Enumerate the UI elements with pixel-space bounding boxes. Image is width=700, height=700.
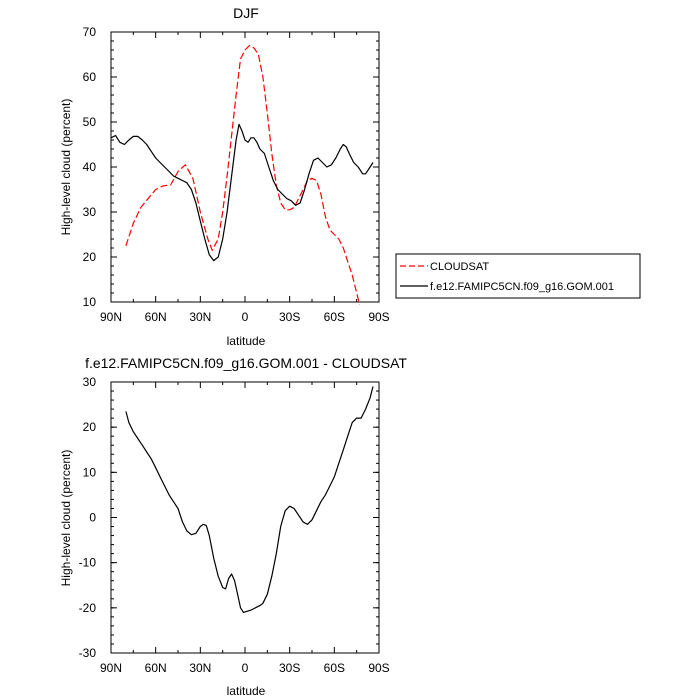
top-chart-title: DJF: [233, 5, 259, 21]
legend-box: [395, 253, 641, 299]
top-chart-xlabel: latitude: [227, 334, 266, 348]
top-y-tick-label: 50: [83, 115, 97, 129]
bottom-x-tick-label: 30N: [189, 661, 211, 675]
bottom-y-tick-label: 10: [83, 465, 97, 479]
top-x-tick-label: 90N: [100, 310, 122, 324]
bottom-chart-xlabel: latitude: [227, 684, 266, 698]
top-series-line-0: [125, 44, 361, 305]
bottom-series-line-0: [125, 386, 374, 614]
bottom-x-tick-label: 60S: [324, 661, 345, 675]
top-y-tick-label: 20: [83, 250, 97, 264]
bottom-y-tick-label: 20: [83, 420, 97, 434]
top-y-tick-label: 30: [83, 205, 97, 219]
top-y-tick-label: 70: [83, 25, 97, 39]
top-x-tick-label: 90S: [368, 310, 389, 324]
bottom-chart-ylabel: High-level cloud (percent): [59, 450, 73, 587]
bottom-x-tick-label: 0: [242, 661, 249, 675]
top-chart-series: [110, 44, 374, 305]
bottom-x-tick-label: 90S: [368, 661, 389, 675]
bottom-chart-title: f.e12.FAMIPC5CN.f09_g16.GOM.001 - CLOUDS…: [85, 355, 407, 371]
legend-label-cloudsat: CLOUDSAT: [430, 261, 489, 273]
top-chart-frame: [110, 31, 380, 303]
top-x-tick-label: 30S: [279, 310, 300, 324]
bottom-chart-ticks: 90N 60N 30N 0 30S 60S 90S -30 -20 -10 0 10 20 30: [79, 375, 390, 675]
top-chart-legend: CLOUDSAT f.e12.FAMIPC5CN.f09_g16.GOM.001: [395, 253, 641, 299]
bottom-x-tick-label: 90N: [100, 661, 122, 675]
top-y-tick-label: 60: [83, 70, 97, 84]
bottom-y-tick-label: -30: [79, 646, 97, 660]
legend-label-model: f.e12.FAMIPC5CN.f09_g16.GOM.001: [430, 281, 614, 293]
top-chart-ylabel: High-level cloud (percent): [59, 99, 73, 236]
top-y-tick-label: 40: [83, 160, 97, 174]
bottom-chart-series: [125, 386, 374, 614]
bottom-x-tick-label: 60N: [145, 661, 167, 675]
top-chart: DJF 90N 60N 30N 0 30S 60S 90S 10 20 30 40 50 60 70 la…: [59, 5, 641, 348]
top-x-tick-label: 30N: [189, 310, 211, 324]
bottom-y-tick-label: 0: [89, 511, 96, 525]
top-x-tick-label: 60S: [324, 310, 345, 324]
bottom-y-tick-label: -10: [79, 556, 97, 570]
top-x-tick-label: 60N: [145, 310, 167, 324]
bottom-x-tick-label: 30S: [279, 661, 300, 675]
top-y-tick-label: 10: [83, 295, 97, 309]
bottom-chart: f.e12.FAMIPC5CN.f09_g16.GOM.001 - CLOUDS…: [59, 355, 407, 698]
bottom-y-tick-label: -20: [79, 601, 97, 615]
top-chart-ticks: 90N 60N 30N 0 30S 60S 90S 10 20 30 40 50 60 70: [83, 25, 390, 324]
bottom-y-tick-label: 30: [83, 375, 97, 389]
top-x-tick-label: 0: [242, 310, 249, 324]
top-series-line-1: [110, 123, 374, 262]
